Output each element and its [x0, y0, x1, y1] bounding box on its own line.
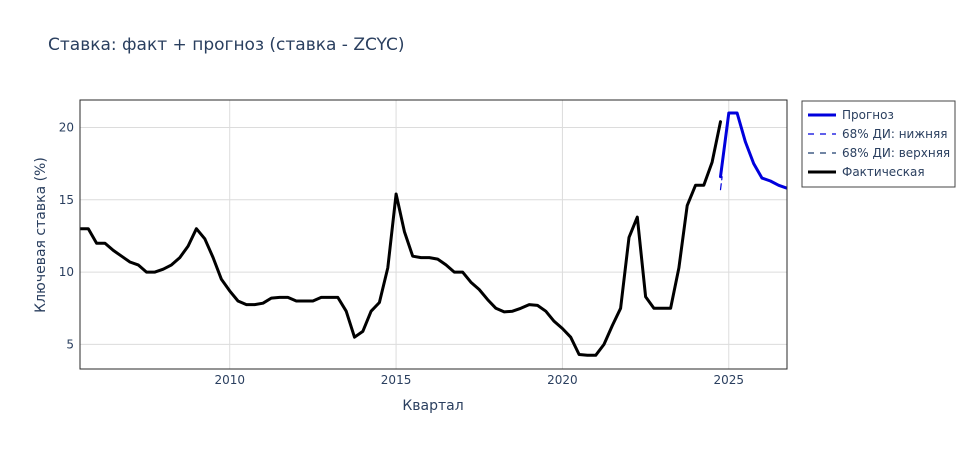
- x-axis-title: Квартал: [402, 398, 463, 414]
- x-tick-label: 2025: [714, 373, 745, 387]
- gridlines: [80, 100, 787, 369]
- legend-label: 68% ДИ: верхняя: [842, 146, 950, 160]
- y-axis-title: Ключевая ставка (%): [33, 157, 49, 313]
- series-line-Прогноз: [719, 111, 787, 190]
- axes-frame: [79, 99, 788, 370]
- legend-label: Фактическая: [842, 165, 925, 179]
- y-tick-label: 15: [59, 193, 74, 207]
- x-tick-label: 2010: [214, 373, 245, 387]
- legend-label: Прогноз: [842, 108, 894, 122]
- y-tick-label: 10: [59, 265, 74, 279]
- series-layer: [80, 111, 787, 357]
- legend-label: 68% ДИ: нижняя: [842, 127, 947, 141]
- chart-title: Ставка: факт + прогноз (ставка - ZCYC): [48, 35, 405, 55]
- series-line-68-ДИ-нижняя: [719, 176, 723, 191]
- tick-labels: 2010 2015 2020 2025 5 10 15 20: [59, 120, 744, 387]
- plot-frame: [79, 99, 788, 370]
- series-line-Фактическая: [80, 120, 722, 357]
- plot-background: [80, 100, 787, 369]
- legend: Прогноз 68% ДИ: нижняя 68% ДИ: верхняя Факт…: [801, 100, 956, 188]
- plot-area: [80, 100, 787, 369]
- y-tick-label: 5: [66, 337, 74, 351]
- x-tick-label: 2020: [547, 373, 578, 387]
- x-tick-label: 2015: [381, 373, 412, 387]
- y-tick-label: 20: [59, 120, 74, 134]
